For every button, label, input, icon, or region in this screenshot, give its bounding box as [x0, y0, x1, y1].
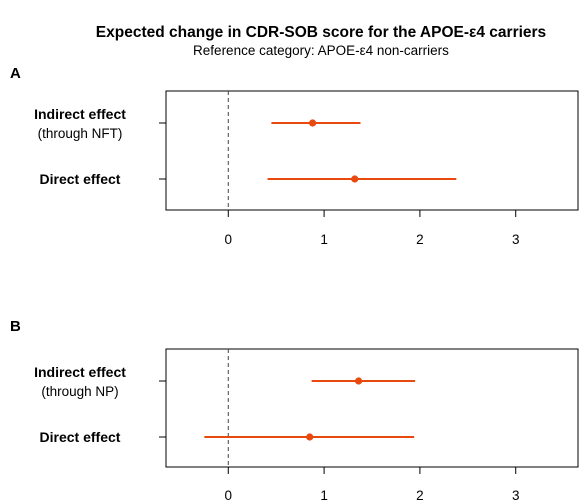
plot-frame [165, 348, 579, 468]
row-label: Direct effect [40, 429, 121, 445]
panel-a: A 0 1 2 3 Indirect effect (through NFT) Direct … [10, 65, 579, 247]
x-tick-label: 3 [512, 232, 520, 247]
row-label: Indirect effect [34, 106, 126, 122]
panel-letter: B [10, 318, 21, 335]
point-estimate [351, 175, 359, 183]
x-tick-label: 0 [225, 232, 233, 247]
figure-subtitle: Reference category: APOE-ε4 non-carriers [193, 43, 449, 58]
row-sublabel: (through NFT) [38, 126, 123, 141]
point-estimate [306, 433, 314, 441]
row-label: Indirect effect [34, 364, 126, 380]
x-tick-label: 1 [320, 232, 328, 247]
x-tick-label: 2 [416, 488, 424, 503]
plot-frame [165, 90, 579, 211]
panels: A 0 1 2 3 Indirect effect (through NFT) Direct … [10, 65, 579, 503]
x-tick-label: 2 [416, 232, 424, 247]
row-sublabel: (through NP) [41, 384, 118, 399]
x-tick-label: 1 [320, 488, 328, 503]
x-tick-label: 3 [512, 488, 520, 503]
x-tick-label: 0 [225, 488, 233, 503]
figure-title: Expected change in CDR-SOB score for the… [96, 24, 546, 41]
point-estimate [308, 119, 317, 127]
panel-letter: A [10, 65, 21, 82]
point-estimate [354, 377, 363, 385]
row-label: Direct effect [40, 171, 121, 187]
panel-b: B 0 1 2 3 Indirect effect (through NP) Direct e… [10, 318, 579, 503]
